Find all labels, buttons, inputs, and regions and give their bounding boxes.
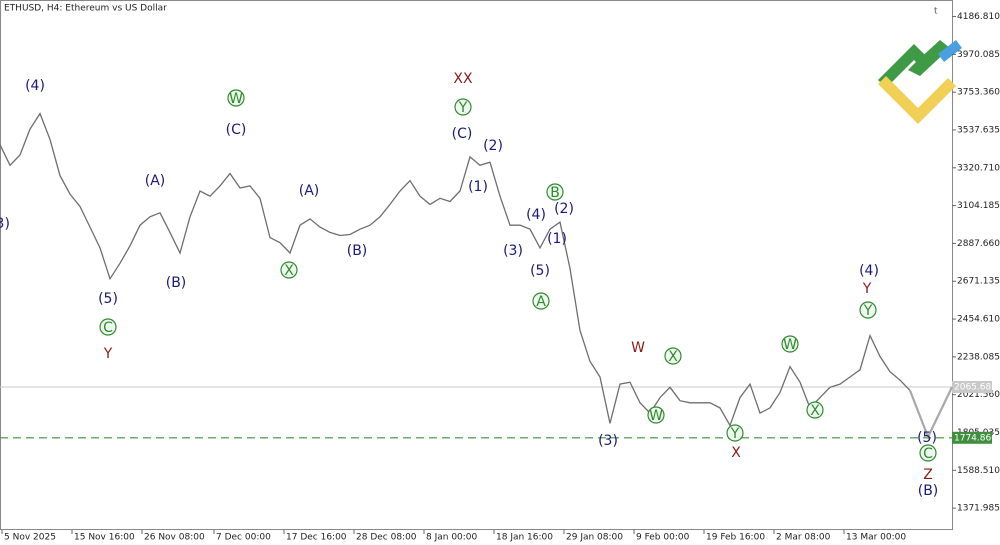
wave-circle [227,89,245,107]
wave-label: (B) [918,483,939,499]
wave-label: (1) [468,179,488,195]
logo [878,40,962,124]
wave-label: X [284,263,294,279]
level-box [952,431,992,444]
x-tick-label: 17 Dec 16:00 [286,533,347,543]
y-tick-label: 2021.560 [957,390,1000,400]
toolbar-icon[interactable]: t [934,7,938,17]
wave-label: W [649,408,663,424]
y-tick-label: 4186.810 [957,12,1000,22]
x-tick-label: 13 Mar 00:00 [846,533,906,543]
x-tick-label: 9 Feb 00:00 [636,533,690,543]
y-tick-label: 3320.710 [957,163,1000,173]
wave-label: (3) [503,243,523,259]
wave-label: (4) [526,207,546,223]
wave-label: (A) [299,183,320,199]
y-tick-label: 3104.185 [957,201,1000,211]
y-tick-label: 1588.510 [957,466,1000,476]
x-tick-label: 29 Jan 08:00 [566,533,623,543]
x-tick-label: 28 Dec 08:00 [356,533,417,543]
y-tick-label: 2887.660 [957,239,1000,249]
wave-label: (5) [917,430,937,446]
wave-circle [859,301,877,319]
wave-label: (2) [483,138,503,154]
y-tick-label: 1371.985 [957,504,1000,514]
price-line [908,386,953,440]
wave-label: W [631,340,645,356]
y-tick-label: 3537.635 [957,125,1000,135]
wave-label: Y [863,303,873,319]
wave-label: C [923,446,933,462]
y-tick-label: 3753.360 [957,88,1000,98]
wave-label: (B) [347,243,368,259]
x-tick-label: 8 Jan 00:00 [426,533,478,543]
wave-circle [919,444,937,462]
x-tick-label: 26 Nov 08:00 [144,533,205,543]
wave-label: (5) [98,291,118,307]
wave-label: X [810,403,820,419]
x-tick-label: 15 Nov 16:00 [74,533,135,543]
wave-circle [726,424,744,442]
y-tick-label: 2454.610 [957,315,1000,325]
wave-circle [546,183,564,201]
wave-circle [806,401,824,419]
x-tick-label: 5 Nov 2025 [4,533,56,543]
wave-label: (C) [452,126,473,142]
wave-label: (1) [547,231,567,247]
wave-label: B [550,185,560,201]
wave-label: Y [730,426,740,442]
wave-circle [532,292,550,310]
wave-label: (C) [226,122,247,138]
wave-label: (A) [145,173,166,189]
chart-title: ETHUSD, H4: Ethereum vs US Dollar [4,4,167,14]
current_price-box [952,380,992,393]
y-tick-label: 3970.085 [957,50,1000,60]
wave-label: Y [458,100,468,116]
wave-label: (B) [166,275,187,291]
wave-label: (2) [554,201,574,217]
wave-label: X [731,445,741,461]
wave-label: Y [103,346,113,362]
wave-label: (3) [598,433,618,449]
x-tick-label: 18 Jan 16:00 [496,533,553,543]
wave-label: Y [862,281,872,297]
wave-label: W [783,337,797,353]
wave-circle [454,98,472,116]
x-tick-label: 2 Mar 08:00 [776,533,831,543]
price-line [0,112,911,428]
wave-label: (5) [530,263,550,279]
x-tick-label: 19 Feb 16:00 [706,533,765,543]
wave-label: Z [923,467,933,483]
wave-label: W [229,91,243,107]
x-tick-label: 7 Dec 00:00 [216,533,271,543]
wave-circle [664,347,682,365]
wave-circle [280,261,298,279]
wave-circle [781,335,799,353]
wave-circle [99,318,117,336]
wave-circle [647,406,665,424]
plot-frame [0,0,953,530]
wave-label: (4) [859,263,879,279]
current_price-label: 2065.681 [954,382,997,392]
wave-label: C [103,320,113,336]
wave-label: XX [453,71,473,87]
wave-label: X [668,349,678,365]
level-label: 1774.860 [954,433,997,443]
wave-label: (3) [0,216,10,232]
y-tick-label: 2238.085 [957,352,1000,362]
y-tick-label: 2671.135 [957,277,1000,287]
wave-label: A [536,294,546,310]
wave-label: (4) [25,78,45,94]
